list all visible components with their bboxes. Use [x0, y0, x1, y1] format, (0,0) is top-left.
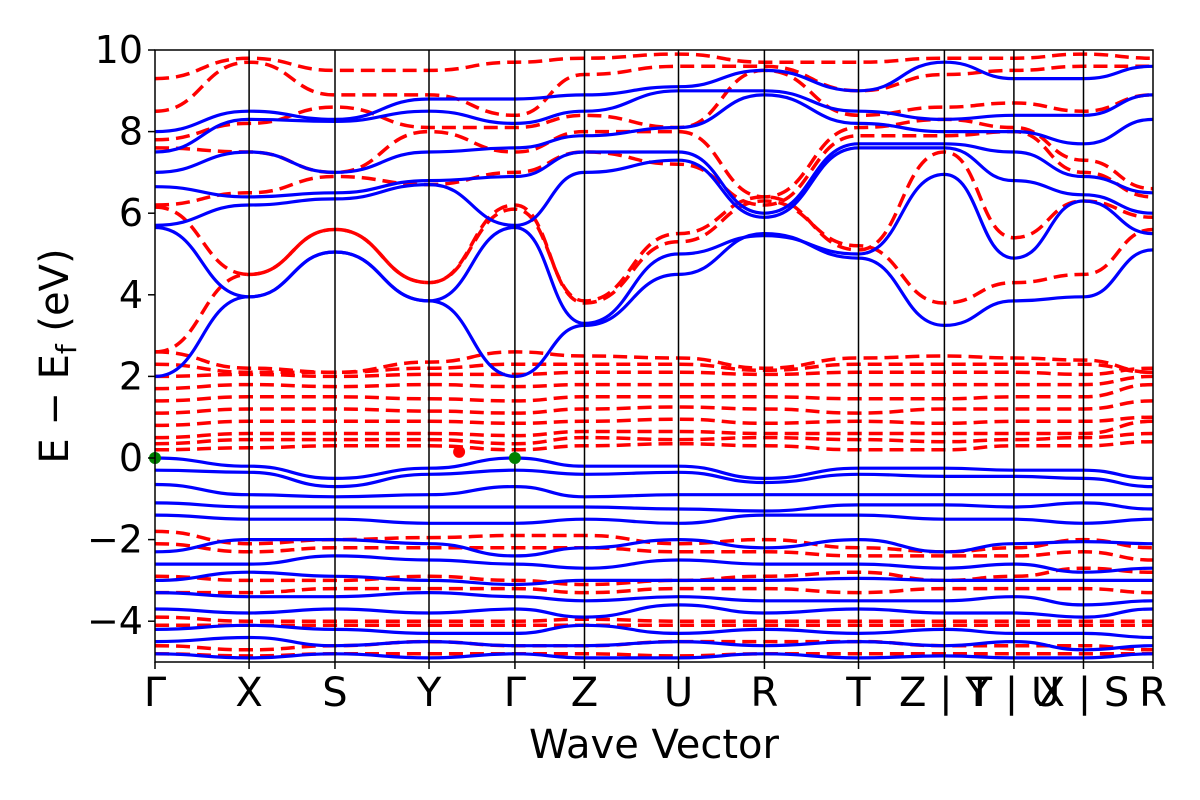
y-tick-label: 0	[119, 436, 143, 480]
band-dashed-18	[155, 541, 1153, 562]
band-solid-16	[155, 603, 1153, 619]
y-axis-label-subscript: f	[50, 343, 83, 354]
bands-layer	[155, 52, 1153, 660]
band-edge-markers	[149, 445, 521, 464]
y-axis-label-unit: (eV)	[32, 248, 78, 344]
x-tick-label: S	[322, 670, 347, 716]
x-tick-label: Γ	[504, 670, 527, 716]
band-solid-9	[155, 482, 1153, 499]
x-tick-label: Z	[571, 670, 598, 716]
x-axis-label: Wave Vector	[529, 722, 780, 768]
band-dashed-2	[155, 419, 1153, 440]
band-solid-14	[155, 570, 1153, 587]
band-solid-17	[155, 623, 1153, 640]
band-solid-7	[155, 456, 1153, 481]
band-solid-2	[155, 146, 1153, 228]
y-tick-label: −4	[87, 599, 143, 643]
x-tick-label: R	[751, 670, 779, 716]
band-solid-15	[155, 590, 1153, 607]
x-tick-label: R	[1139, 670, 1167, 716]
band-dashed-6	[155, 374, 1153, 391]
y-tick-label: 4	[119, 273, 143, 317]
band-dashed-0	[155, 439, 1153, 452]
x-tick-label: Z | Y	[899, 670, 990, 716]
y-axis-ticks: −4 −2 0 2 4 6 8 10	[87, 28, 155, 643]
band-dashed-20	[155, 586, 1153, 595]
y-tick-label: −2	[87, 518, 143, 562]
y-axis-label-main: E − E	[32, 354, 78, 464]
band-dashed-3	[155, 415, 1153, 428]
band-dashed-9	[155, 350, 1153, 375]
x-tick-label: T | U	[967, 670, 1061, 716]
band-edge-marker	[453, 445, 466, 458]
band-edge-marker	[508, 452, 521, 464]
band-dashed-21	[155, 615, 1153, 623]
plot-frame	[154, 49, 1154, 663]
band-solid-8	[155, 468, 1153, 489]
x-tick-label: X	[235, 670, 262, 716]
y-tick-label: 8	[119, 110, 143, 154]
x-tick-label: U	[664, 670, 693, 716]
x-tick-label: T	[845, 670, 871, 716]
band-dashed-16	[155, 52, 1153, 81]
band-dashed-15	[155, 60, 1153, 118]
y-tick-label: 2	[119, 354, 143, 398]
x-tick-label: X | S	[1038, 670, 1130, 716]
band-solid-13	[155, 554, 1153, 574]
band-solid-5	[155, 89, 1153, 154]
band-solid-10	[155, 501, 1153, 513]
symmetry-lines	[248, 50, 1085, 662]
band-solid-11	[155, 513, 1153, 525]
band-solid-12	[155, 537, 1153, 558]
x-tick-label: Y	[416, 670, 442, 716]
band-dashed-10	[155, 199, 1153, 354]
y-tick-label: 6	[119, 191, 143, 235]
y-tick-label: 10	[95, 28, 143, 72]
y-axis-label: E − Ef (eV)	[32, 248, 83, 463]
x-tick-label: Γ	[144, 670, 167, 716]
band-dashed-4	[155, 399, 1153, 415]
